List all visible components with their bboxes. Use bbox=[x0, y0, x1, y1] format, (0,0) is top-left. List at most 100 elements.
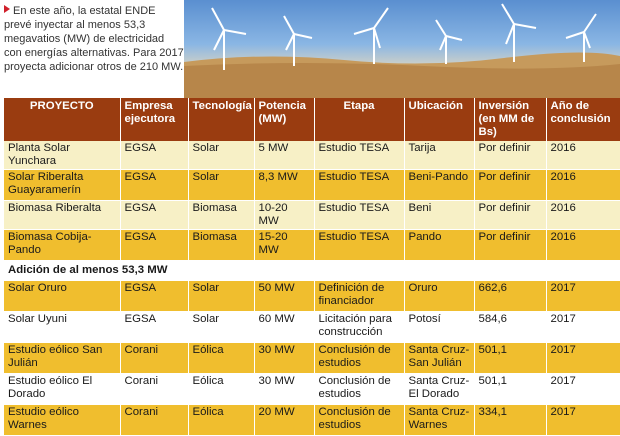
table-row: Biomasa Cobija-Pando EGSA Biomasa 15-20 … bbox=[4, 229, 620, 261]
header-tecnologia: Tecnología bbox=[188, 98, 255, 141]
table-row: Estudio eólico Warnes Corani Eólica 20 M… bbox=[4, 404, 620, 436]
cell-proyecto: Biomasa Riberalta bbox=[4, 200, 121, 230]
header-inversion: Inversión (en MM de Bs) bbox=[474, 98, 547, 141]
cell-empresa: EGSA bbox=[120, 141, 189, 170]
cell-inversion: Por definir bbox=[474, 200, 547, 230]
cell-inversion: 662,6 bbox=[474, 280, 547, 312]
cell-ubicacion: Santa Cruz-San Julián bbox=[404, 342, 475, 374]
cell-tecnologia: Biomasa bbox=[188, 229, 255, 261]
cell-potencia: 30 MW bbox=[254, 342, 315, 374]
cell-anio: 2017 bbox=[546, 342, 620, 374]
cell-tecnologia: Solar bbox=[188, 311, 255, 343]
cell-proyecto: Solar Oruro bbox=[4, 280, 121, 312]
header-empresa: Empresa ejecutora bbox=[120, 98, 189, 141]
cell-etapa: Licitación para construcción bbox=[314, 311, 405, 343]
cell-etapa: Conclusión de estudios bbox=[314, 342, 405, 374]
cell-proyecto: Estudio eólico San Julián bbox=[4, 342, 121, 374]
cell-tecnologia: Solar bbox=[188, 169, 255, 201]
cell-potencia: 10-20 MW bbox=[254, 200, 315, 230]
cell-potencia: 5 MW bbox=[254, 141, 315, 170]
cell-inversion: 584,6 bbox=[474, 311, 547, 343]
cell-empresa: Corani bbox=[120, 342, 189, 374]
cell-potencia: 15-20 MW bbox=[254, 229, 315, 261]
cell-potencia: 8,3 MW bbox=[254, 169, 315, 201]
cell-ubicacion: Santa Cruz-El Dorado bbox=[404, 373, 475, 405]
cell-inversion: Por definir bbox=[474, 229, 547, 261]
cell-etapa: Estudio TESA bbox=[314, 229, 405, 261]
wind-turbines-photo bbox=[184, 0, 620, 98]
cell-etapa: Conclusión de estudios bbox=[314, 404, 405, 436]
cell-ubicacion: Beni-Pando bbox=[404, 169, 475, 201]
table-row: Solar Oruro EGSA Solar 50 MW Definición … bbox=[4, 280, 620, 312]
cell-empresa: Corani bbox=[120, 373, 189, 405]
cell-anio: 2016 bbox=[546, 169, 620, 201]
cell-anio: 2017 bbox=[546, 280, 620, 312]
bullet-triangle-icon bbox=[4, 5, 10, 13]
cell-tecnologia: Eólica bbox=[188, 373, 255, 405]
header-etapa: Etapa bbox=[314, 98, 405, 141]
cell-inversion: 334,1 bbox=[474, 404, 547, 436]
cell-proyecto: Solar Riberalta Guayaramerín bbox=[4, 169, 121, 201]
turbine-group bbox=[211, 3, 597, 70]
intro-text: En este año, la estatal ENDE prevé inyec… bbox=[4, 4, 184, 74]
table-row: Biomasa Riberalta EGSA Biomasa 10-20 MW … bbox=[4, 200, 620, 230]
table-header: PROYECTO Empresa ejecutora Tecnología Po… bbox=[4, 98, 620, 141]
header-proyecto: PROYECTO bbox=[4, 98, 121, 141]
cell-anio: 2016 bbox=[546, 141, 620, 170]
cell-ubicacion: Pando bbox=[404, 229, 475, 261]
cell-etapa: Conclusión de estudios bbox=[314, 373, 405, 405]
table-row: Solar Riberalta Guayaramerín EGSA Solar … bbox=[4, 169, 620, 201]
cell-tecnologia: Eólica bbox=[188, 342, 255, 374]
cell-ubicacion: Oruro bbox=[404, 280, 475, 312]
projects-table: PROYECTO Empresa ejecutora Tecnología Po… bbox=[4, 98, 620, 436]
cell-ubicacion: Tarija bbox=[404, 141, 475, 170]
cell-ubicacion: Santa Cruz-Warnes bbox=[404, 404, 475, 436]
cell-anio: 2017 bbox=[546, 311, 620, 343]
cell-proyecto: Planta Solar Yunchara bbox=[4, 141, 121, 170]
cell-etapa: Estudio TESA bbox=[314, 141, 405, 170]
intro-paragraph: En este año, la estatal ENDE prevé inyec… bbox=[4, 5, 184, 73]
cell-ubicacion: Beni bbox=[404, 200, 475, 230]
cell-inversion: 501,1 bbox=[474, 342, 547, 374]
cell-potencia: 60 MW bbox=[254, 311, 315, 343]
cell-potencia: 50 MW bbox=[254, 280, 315, 312]
header-potencia: Potencia (MW) bbox=[254, 98, 315, 141]
table-row: Estudio eólico San Julián Corani Eólica … bbox=[4, 342, 620, 374]
cell-empresa: EGSA bbox=[120, 200, 189, 230]
cell-anio: 2016 bbox=[546, 200, 620, 230]
desert-foreground bbox=[184, 63, 620, 98]
cell-inversion: Por definir bbox=[474, 169, 547, 201]
cell-tecnologia: Solar bbox=[188, 141, 255, 170]
wind-turbines-illustration bbox=[184, 3, 620, 98]
table-row: Solar Uyuni EGSA Solar 60 MW Licitación … bbox=[4, 311, 620, 343]
cell-proyecto: Solar Uyuni bbox=[4, 311, 121, 343]
cell-empresa: EGSA bbox=[120, 280, 189, 312]
cell-inversion: 501,1 bbox=[474, 373, 547, 405]
cell-anio: 2017 bbox=[546, 373, 620, 405]
cell-anio: 2016 bbox=[546, 229, 620, 261]
table-row: Planta Solar Yunchara EGSA Solar 5 MW Es… bbox=[4, 141, 620, 170]
cell-tecnologia: Eólica bbox=[188, 404, 255, 436]
cell-anio: 2017 bbox=[546, 404, 620, 436]
header-ubicacion: Ubicación bbox=[404, 98, 475, 141]
cell-etapa: Definición de financiador bbox=[314, 280, 405, 312]
cell-proyecto: Biomasa Cobija-Pando bbox=[4, 229, 121, 261]
cell-inversion: Por definir bbox=[474, 141, 547, 170]
cell-tecnologia: Solar bbox=[188, 280, 255, 312]
cell-potencia: 30 MW bbox=[254, 373, 315, 405]
cell-proyecto: Estudio eólico El Dorado bbox=[4, 373, 121, 405]
cell-tecnologia: Biomasa bbox=[188, 200, 255, 230]
cell-empresa: EGSA bbox=[120, 169, 189, 201]
table-row: Estudio eólico El Dorado Corani Eólica 3… bbox=[4, 373, 620, 405]
cell-ubicacion: Potosí bbox=[404, 311, 475, 343]
header-anio: Año de conclusión bbox=[546, 98, 620, 141]
intro-panel: En este año, la estatal ENDE prevé inyec… bbox=[0, 0, 620, 98]
section-label: Adición de al menos 53,3 MW bbox=[4, 260, 620, 281]
cell-potencia: 20 MW bbox=[254, 404, 315, 436]
cell-empresa: Corani bbox=[120, 404, 189, 436]
cell-proyecto: Estudio eólico Warnes bbox=[4, 404, 121, 436]
cell-etapa: Estudio TESA bbox=[314, 169, 405, 201]
cell-etapa: Estudio TESA bbox=[314, 200, 405, 230]
section-row: Adición de al menos 53,3 MW bbox=[4, 260, 620, 281]
cell-empresa: EGSA bbox=[120, 229, 189, 261]
